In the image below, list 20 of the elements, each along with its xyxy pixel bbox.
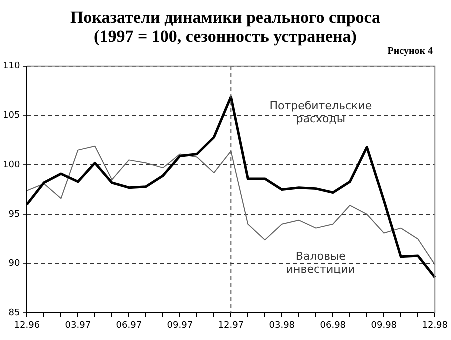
x-tick-label: 03.98	[269, 320, 296, 331]
x-tick-label: 03.97	[65, 320, 92, 331]
x-tick-label: 12.97	[218, 320, 244, 331]
x-tick-label: 09.97	[167, 320, 194, 331]
series-label: Валовые инвестиции	[286, 250, 356, 276]
x-tick-label: 06.98	[320, 320, 346, 331]
y-tick-label: 90	[8, 259, 20, 270]
y-tick-label: 110	[2, 62, 20, 72]
chart-subtitle: (1997 = 100, сезонность устранена)	[93, 27, 358, 46]
chart-title: Показатели динамики реального спроса	[69, 8, 382, 27]
x-tick-label: 06.97	[116, 320, 142, 331]
x-tick-label: 12.98	[422, 320, 448, 331]
text: Потребительские расходы	[270, 100, 372, 126]
y-tick-label: 100	[2, 160, 20, 170]
y-tick-label: 95	[8, 210, 20, 220]
y-tick-label: 105	[2, 111, 20, 122]
x-tick-label: 09.98	[371, 320, 398, 331]
text: Рисунок 4	[386, 46, 434, 58]
y-tick-label: 85	[8, 308, 20, 319]
x-tick-label: 12.96	[14, 320, 40, 331]
